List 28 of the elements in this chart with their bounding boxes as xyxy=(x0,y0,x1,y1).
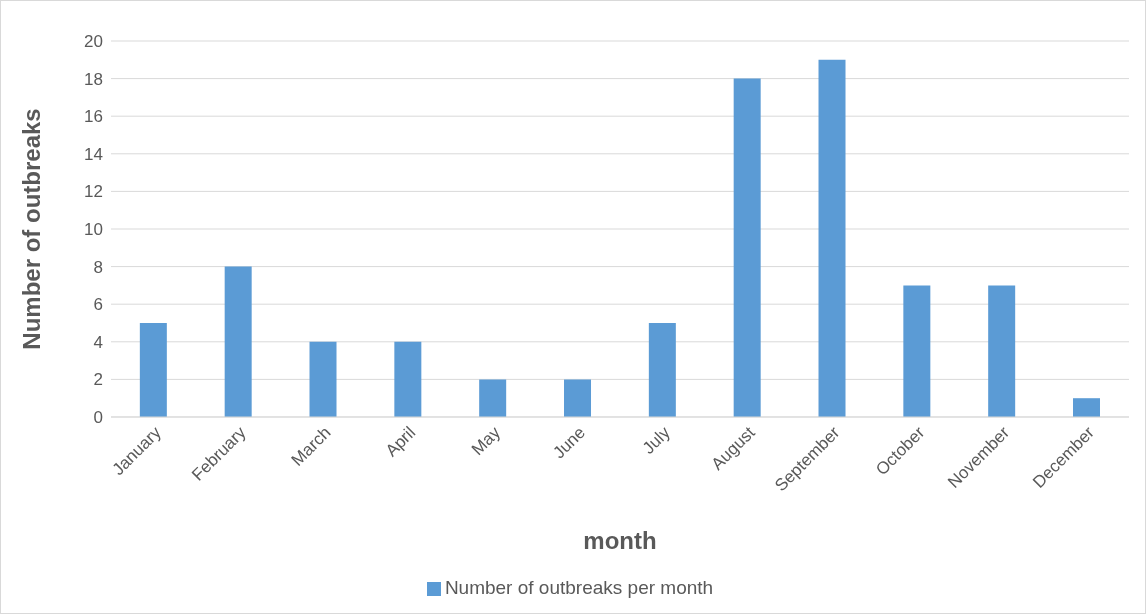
bar xyxy=(224,266,252,417)
x-tick-label: May xyxy=(467,422,505,460)
y-tick-label: 0 xyxy=(93,408,103,428)
bar xyxy=(479,379,507,417)
y-tick-label: 8 xyxy=(93,257,103,277)
bar xyxy=(733,78,761,417)
y-tick-label: 12 xyxy=(84,182,103,202)
bar xyxy=(903,285,931,417)
y-tick-label: 10 xyxy=(84,220,103,240)
y-tick-label: 4 xyxy=(93,332,103,352)
x-tick-label: July xyxy=(638,422,675,458)
bar xyxy=(564,379,592,417)
bar xyxy=(1073,398,1101,417)
y-axis-title: Number of outbreaks xyxy=(17,108,45,350)
x-axis-title: month xyxy=(583,527,657,554)
bar xyxy=(394,341,422,417)
bar xyxy=(988,285,1016,417)
legend-label: Number of outbreaks per month xyxy=(444,577,714,598)
bar xyxy=(139,323,167,417)
y-tick-label: 6 xyxy=(93,295,103,315)
y-tick-label: 2 xyxy=(93,370,103,390)
y-tick-label: 18 xyxy=(84,69,103,89)
bar xyxy=(818,59,846,417)
y-tick-label: 16 xyxy=(84,107,103,127)
bar xyxy=(648,323,676,417)
y-tick-label: 14 xyxy=(84,144,103,164)
y-tick-label: 20 xyxy=(84,32,103,52)
bar xyxy=(309,341,337,417)
